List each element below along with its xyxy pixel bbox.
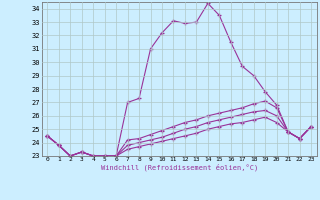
X-axis label: Windchill (Refroidissement éolien,°C): Windchill (Refroidissement éolien,°C) (100, 164, 258, 171)
